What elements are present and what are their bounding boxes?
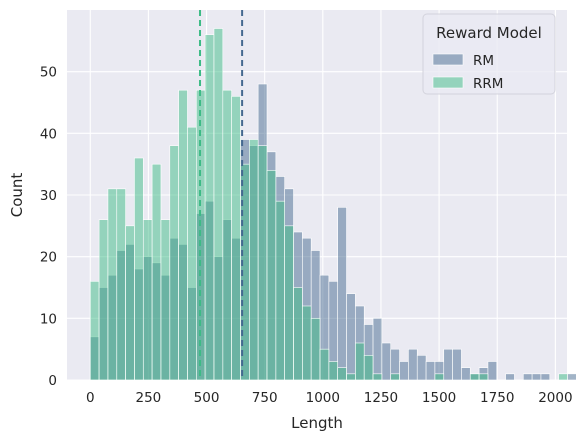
legend-swatch-rm <box>432 53 464 66</box>
x-tick-label: 2000 <box>538 390 572 406</box>
x-tick-label: 750 <box>252 390 278 406</box>
y-tick-label: 50 <box>40 65 57 81</box>
bar-rrm <box>293 287 303 381</box>
y-tick-label: 40 <box>40 126 57 142</box>
bar-rrm <box>213 28 224 381</box>
bar-rrm <box>275 200 285 381</box>
bar-rm <box>531 373 542 381</box>
bar-rm <box>337 207 347 381</box>
legend-title: Reward Model <box>436 24 542 42</box>
bar-rm <box>522 373 533 381</box>
y-axis-ticks: 0 10 20 30 40 50 <box>40 65 57 389</box>
bar-rm <box>408 348 418 381</box>
x-tick-label: 250 <box>136 390 162 406</box>
bar-rrm <box>337 367 347 381</box>
bar-rm <box>443 348 453 381</box>
bar-rrm <box>98 219 109 381</box>
bar-rrm <box>222 89 232 381</box>
bar-rrm <box>249 139 259 381</box>
legend-entries: RM RRM <box>432 53 503 92</box>
bar-rrm <box>302 305 312 381</box>
bar-rrm <box>187 126 197 381</box>
bar-rrm <box>363 355 374 381</box>
legend-swatch-rrm <box>432 76 464 89</box>
bar-rrm <box>151 163 162 381</box>
y-tick-label: 20 <box>40 250 57 266</box>
mean-lines <box>199 10 244 380</box>
bar-rrm <box>355 342 365 381</box>
legend: Reward Model RM RRM <box>422 13 556 95</box>
bar-rrm <box>346 373 356 381</box>
legend-box <box>422 13 556 95</box>
bar-rm <box>487 361 498 381</box>
bar-rm <box>505 373 515 381</box>
bar-rm <box>381 342 392 381</box>
bar-rrm <box>257 145 268 381</box>
bar-rrm <box>390 373 400 381</box>
bar-rrm <box>134 157 144 381</box>
bar-rrm <box>372 373 383 381</box>
bar-rrm <box>434 373 445 381</box>
bar-rrm <box>89 281 100 381</box>
bar-rrm <box>310 318 321 381</box>
legend-label-rm: RM <box>473 53 494 69</box>
y-axis-label: Count <box>8 173 26 218</box>
y-tick-label: 10 <box>40 311 57 327</box>
legend-label-rrm: RRM <box>473 76 503 92</box>
y-tick-label: 30 <box>40 188 57 204</box>
x-tick-label: 1250 <box>364 390 398 406</box>
bar-rm <box>346 293 356 381</box>
bar-rrm <box>469 373 480 381</box>
bar-rm <box>416 355 427 381</box>
bar-rrm <box>478 373 489 381</box>
bar-rrm <box>107 188 118 381</box>
bar-rm <box>452 348 462 381</box>
x-tick-label: 500 <box>194 390 220 406</box>
x-tick-label: 1750 <box>480 390 514 406</box>
x-tick-label: 1000 <box>306 390 340 406</box>
x-tick-label: 1500 <box>422 390 456 406</box>
bar-rrm <box>266 170 277 381</box>
bar-rm <box>372 318 383 381</box>
bar-rm <box>425 361 436 381</box>
x-axis-ticks: 0 250 500 750 1000 1250 1500 1750 2000 <box>86 390 573 406</box>
bar-rm <box>461 367 471 381</box>
bar-rrm <box>160 219 171 381</box>
bar-rrm <box>169 145 179 381</box>
bar-rrm <box>142 219 153 381</box>
bar-rm <box>567 373 577 381</box>
x-tick-label: 0 <box>86 390 95 406</box>
bar-rm <box>540 373 551 381</box>
bar-rrm <box>125 225 135 381</box>
bar-rrm <box>319 348 330 381</box>
bar-rrm <box>116 188 126 381</box>
x-axis-label: Length <box>291 414 343 432</box>
bar-rrm <box>558 373 568 381</box>
y-tick-label: 0 <box>48 373 57 389</box>
bar-rrm <box>328 361 338 381</box>
bar-rrm <box>178 89 188 381</box>
bar-rm <box>399 361 409 381</box>
bar-rrm <box>231 96 241 381</box>
bar-rrm <box>204 34 215 381</box>
bar-rrm <box>284 225 294 381</box>
